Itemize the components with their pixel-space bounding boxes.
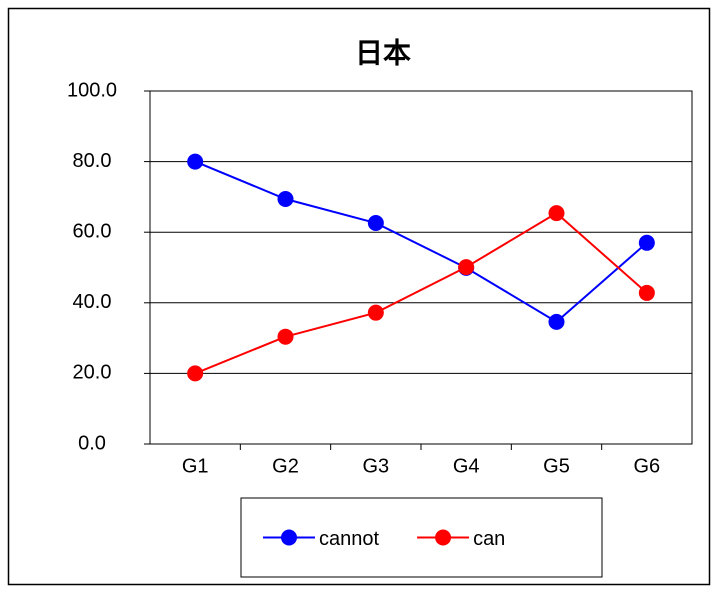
x-tick-label: G4 [453,455,480,477]
data-point [548,205,565,222]
x-tick-label: G5 [543,455,570,477]
data-point [367,304,384,321]
legend-label: can [473,528,505,550]
data-point [187,365,204,382]
y-tick-label: 20.0 [73,362,112,384]
data-point [277,328,294,345]
x-tick-label: G1 [182,455,209,477]
chart-title: 日本 [355,37,411,68]
legend-marker [281,529,297,546]
data-point [548,313,565,330]
series-line [194,211,648,375]
data-point [367,215,384,232]
y-tick-label: 60.0 [73,220,112,242]
data-point [638,234,655,251]
y-tick-label: 100.0 [67,79,117,101]
x-tick-label: G3 [362,455,389,477]
data-point [187,153,204,170]
plot-area [149,90,693,445]
y-tick-label: 80.0 [73,150,112,172]
x-tick-label: G2 [272,455,299,477]
y-tick-label: 0.0 [78,432,106,454]
legend-marker [435,529,452,546]
data-point [638,284,655,301]
data-point [277,191,294,208]
data-point [458,259,475,276]
legend-label: cannot [319,528,379,550]
y-tick-label: 40.0 [73,291,112,313]
series-line [194,160,648,324]
x-tick-label: G6 [633,455,660,477]
